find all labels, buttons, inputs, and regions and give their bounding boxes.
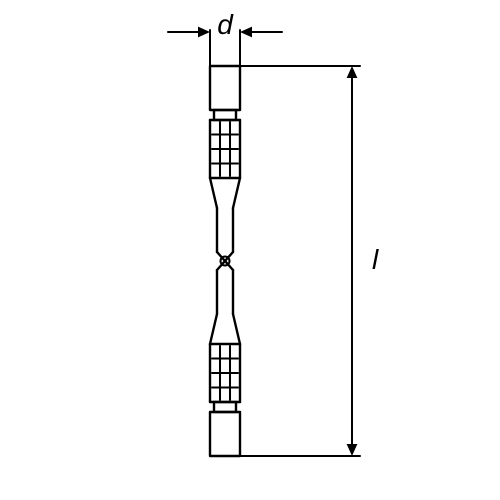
dim-l-label: l (372, 244, 379, 275)
dimension-l: l (240, 66, 379, 456)
lamp-technical-diagram: d l (0, 0, 500, 500)
dim-d-label: d (217, 9, 234, 40)
lamp-outline (210, 66, 240, 456)
dimension-d: d (168, 9, 282, 66)
